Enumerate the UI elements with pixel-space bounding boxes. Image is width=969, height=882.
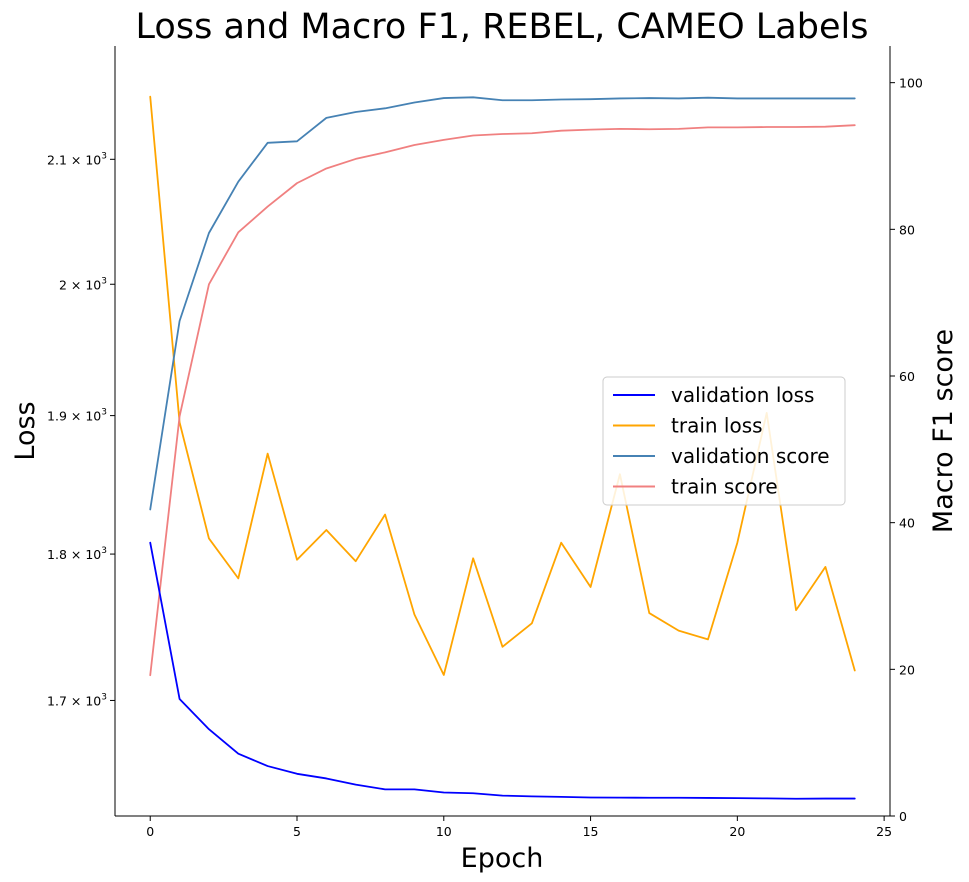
right-y-tick-label: 80 <box>899 222 915 237</box>
legend: validation loss train loss validation scor… <box>602 376 846 506</box>
x-tick-label: 5 <box>293 824 301 839</box>
right-y-tick-label: 60 <box>899 369 915 384</box>
x-tick-label: 10 <box>436 824 452 839</box>
right-y-tick-label: 20 <box>899 662 915 677</box>
legend-entries: validation loss train loss validation scor… <box>613 383 830 499</box>
left-y-ticks: 1.7 × 103 1.8 × 103 1.9 × 103 2 × 103 2.1 × … <box>47 151 115 708</box>
series-line-validation-loss <box>149 541 856 800</box>
x-tick-label: 0 <box>146 824 154 839</box>
x-tick-label: 25 <box>876 824 892 839</box>
x-tick-label: 20 <box>729 824 745 839</box>
left-y-tick-label: 2 × 103 <box>59 276 107 292</box>
x-axis-title: Epoch <box>461 843 544 874</box>
left-y-tick-label: 2.1 × 103 <box>47 151 107 167</box>
chart-title: Loss and Macro F1, REBEL, CAMEO Labels <box>136 7 869 47</box>
series-layer <box>149 95 856 800</box>
legend-label: train score <box>671 475 778 499</box>
legend-label: validation loss <box>671 383 814 407</box>
x-tick-label: 15 <box>583 824 599 839</box>
x-ticks: 0 5 10 15 20 25 <box>146 816 892 839</box>
right-y-axis-title: Macro F1 score <box>928 329 959 533</box>
series-line-train-score <box>149 124 856 677</box>
series-line-validation-score <box>149 96 856 511</box>
right-y-tick-label: 100 <box>899 76 923 91</box>
right-y-tick-label: 0 <box>899 809 907 824</box>
left-y-tick-label: 1.9 × 103 <box>47 408 107 424</box>
series-line-train-loss <box>149 95 856 676</box>
right-y-tick-label: 40 <box>899 516 915 531</box>
legend-label: validation score <box>671 444 830 468</box>
left-y-axis-title: Loss <box>10 401 41 460</box>
left-y-tick-label: 1.8 × 103 <box>47 546 107 562</box>
legend-label: train loss <box>671 414 763 438</box>
right-y-ticks: 0 20 40 60 80 100 <box>890 76 923 824</box>
legend-box <box>602 376 846 506</box>
left-y-tick-label: 1.7 × 103 <box>47 692 107 708</box>
